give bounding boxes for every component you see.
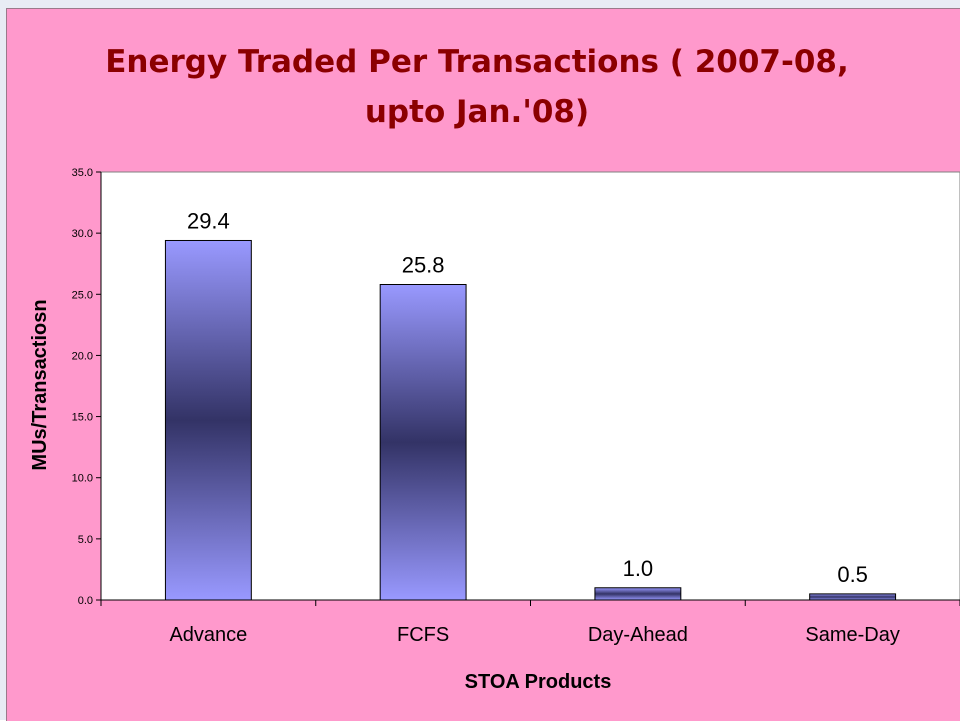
y-tick-label: 20.0 — [72, 350, 93, 362]
chart-title-line-2: upto Jan.'08) — [364, 94, 590, 130]
data-label: 29.4 — [187, 208, 230, 233]
x-category-label: Day-Ahead — [588, 624, 688, 646]
y-tick-label: 10.0 — [72, 473, 93, 485]
x-category-label: Same-Day — [805, 624, 899, 646]
y-tick-label: 30.0 — [72, 228, 93, 240]
y-tick-label: 0.0 — [78, 595, 93, 607]
data-label: 25.8 — [402, 253, 445, 278]
y-tick-label: 5.0 — [78, 534, 93, 546]
bar-advance — [164, 239, 252, 601]
x-category-label: FCFS — [397, 624, 449, 646]
data-label: 0.5 — [837, 562, 868, 587]
y-tick-label: 25.0 — [72, 289, 93, 301]
chart-title-line-1: Energy Traded Per Transactions ( 2007-08… — [105, 44, 849, 80]
y-tick-label: 35.0 — [72, 167, 93, 179]
chart-title: Energy Traded Per Transactions ( 2007-08… — [67, 37, 887, 137]
x-category-label: Advance — [169, 624, 247, 646]
y-tick-label: 15.0 — [72, 412, 93, 424]
x-axis-title: STOA Products — [465, 671, 612, 693]
bar-same-day — [809, 593, 897, 601]
bar-day-ahead — [594, 587, 682, 601]
bar-fcfs — [379, 284, 467, 601]
y-axis-title: MUs/Transactiosn — [29, 299, 51, 470]
data-label: 1.0 — [623, 556, 654, 581]
